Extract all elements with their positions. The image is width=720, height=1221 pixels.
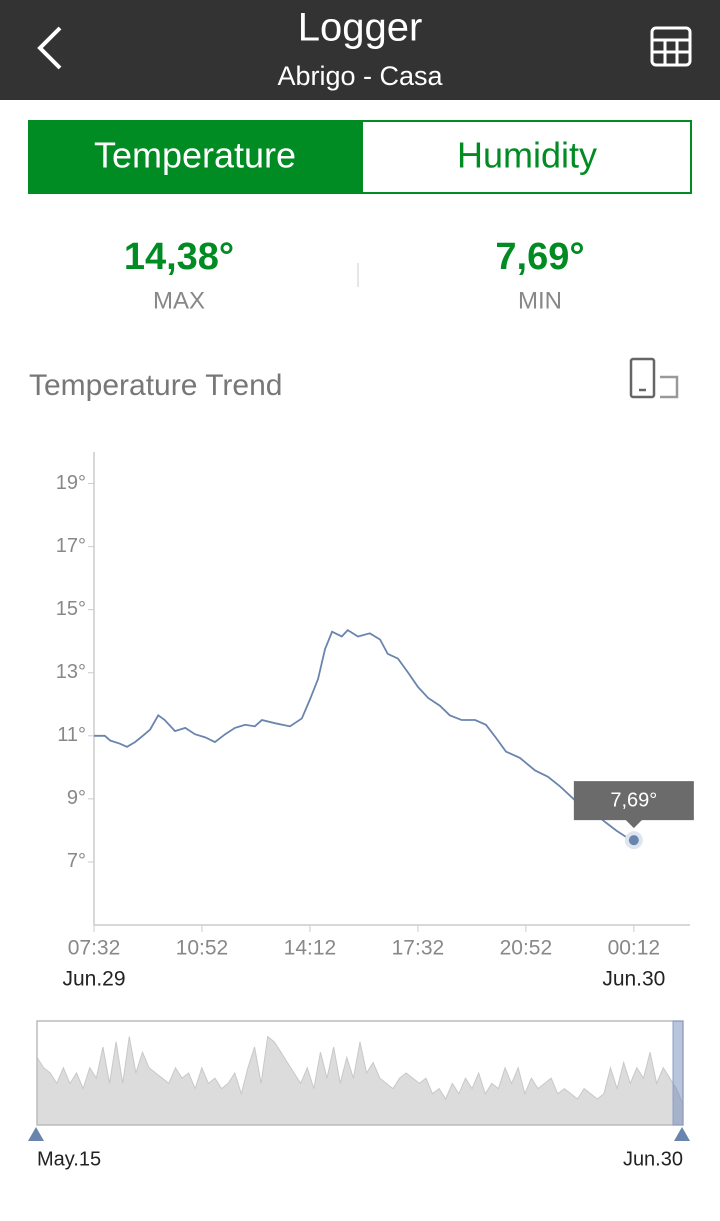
tab-label: Temperature <box>94 135 296 176</box>
x-date-label: Jun.29 <box>62 968 125 991</box>
tooltip-box <box>573 781 694 829</box>
x-tick-label: 14:12 <box>284 937 337 960</box>
tab-temperature[interactable] <box>28 120 363 194</box>
navigator-area <box>36 1035 684 1126</box>
tooltip-point <box>628 835 639 846</box>
x-date-label: Jun.30 <box>602 968 665 991</box>
max-label: MAX <box>153 287 205 314</box>
min-label: MIN <box>518 287 562 314</box>
max-value: 14,38° <box>124 236 234 278</box>
table-button[interactable] <box>650 26 692 67</box>
tooltip-label: 7,69° <box>610 789 657 811</box>
x-tick-label: 20:52 <box>500 937 553 960</box>
top-bar <box>0 0 720 100</box>
tab-label: Humidity <box>457 135 597 176</box>
navigator-handle-left[interactable] <box>28 1127 44 1141</box>
y-tick-label: 11° <box>57 724 86 746</box>
x-tick-label: 00:12 <box>608 937 661 960</box>
subtitle: Abrigo - Casa <box>277 61 443 91</box>
y-tick-label: 19° <box>56 472 86 494</box>
chart-title: Temperature Trend <box>29 369 282 402</box>
navigator-end-label: Jun.30 <box>623 1148 683 1170</box>
navigator-start-label: May.15 <box>37 1148 101 1170</box>
tab-humidity[interactable] <box>361 120 692 194</box>
x-tick-label: 17:32 <box>392 937 445 960</box>
x-tick-label: 10:52 <box>176 937 229 960</box>
y-tick-label: 17° <box>56 535 86 557</box>
navigator-selection[interactable] <box>672 1020 684 1126</box>
navigator-handle-right[interactable] <box>674 1127 690 1141</box>
title: Logger <box>298 6 423 50</box>
line <box>94 629 635 842</box>
rotate-button[interactable] <box>629 357 679 399</box>
x-tick-label: 07:32 <box>68 937 121 960</box>
y-tick-label: 15° <box>56 598 86 620</box>
y-tick-label: 7° <box>67 850 86 872</box>
y-tick-label: 13° <box>56 661 86 683</box>
back-button[interactable] <box>37 26 62 70</box>
min-value: 7,69° <box>495 236 584 278</box>
y-tick-label: 9° <box>67 787 86 809</box>
